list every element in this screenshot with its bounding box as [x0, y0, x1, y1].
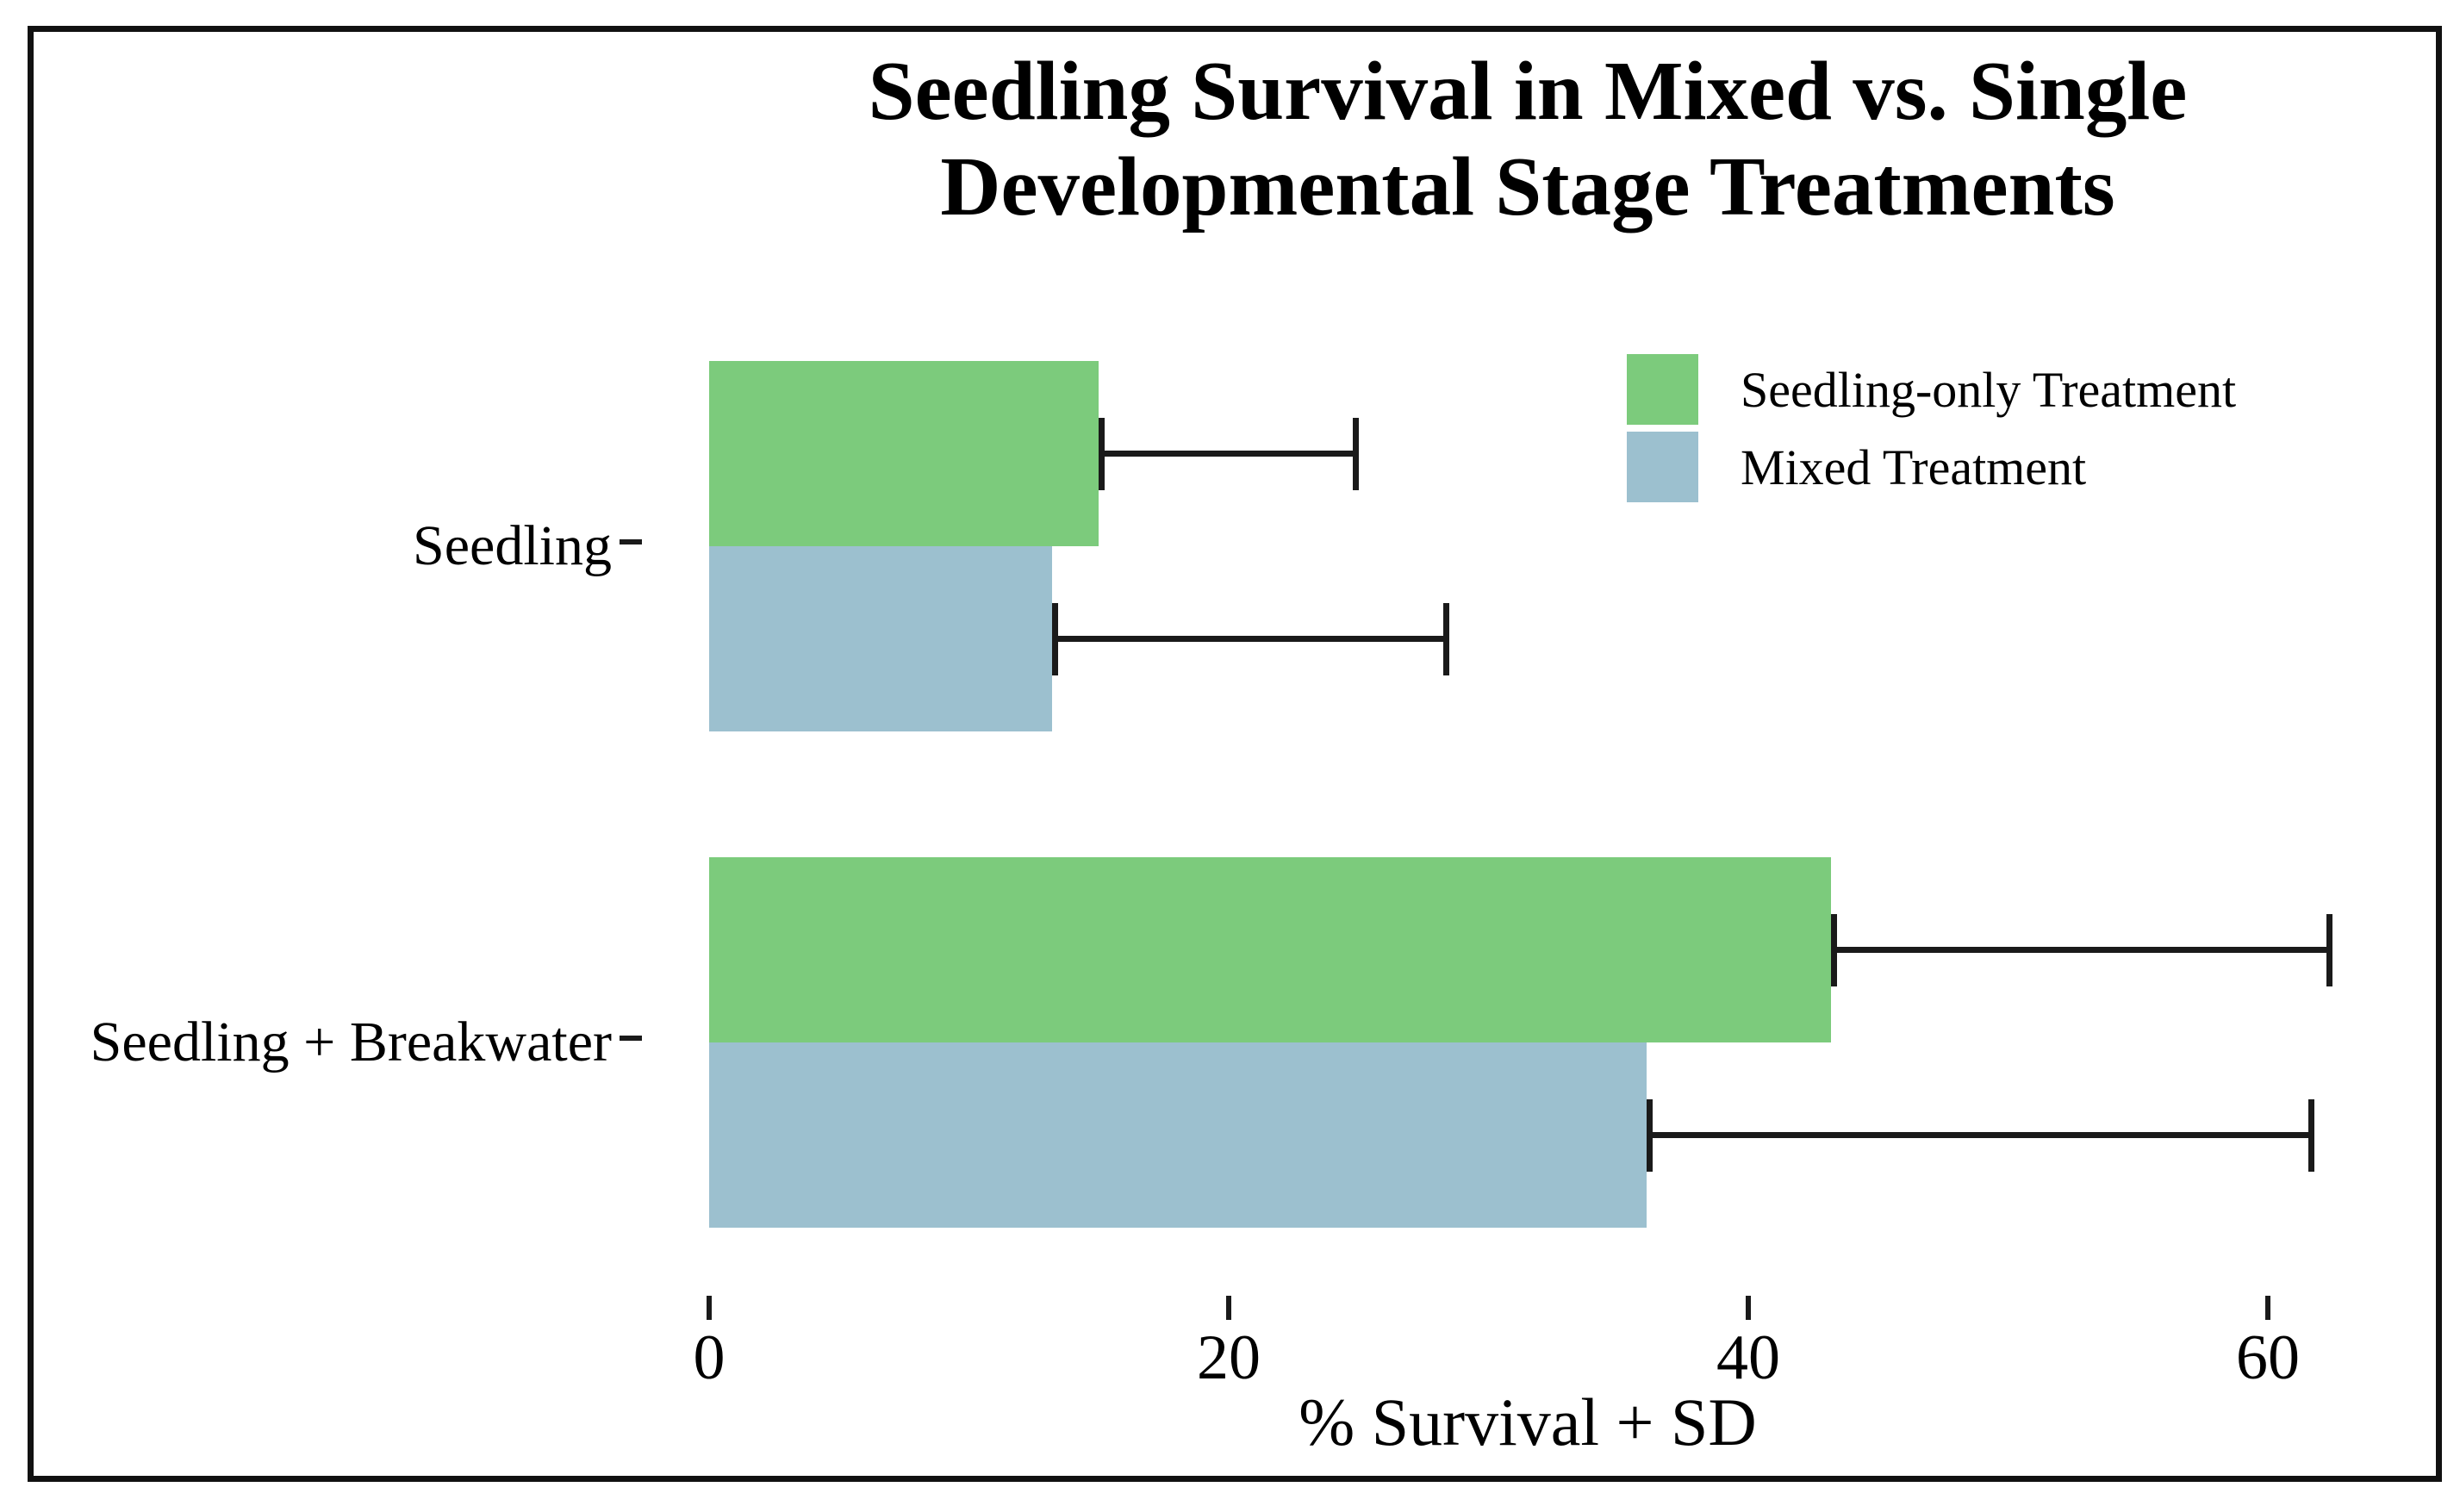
error-bar-cap-right — [1352, 417, 1359, 490]
x-axis-tick — [1226, 1296, 1231, 1320]
legend-swatch-seedling-only — [1627, 354, 1698, 425]
x-axis-title: % Survival + SD — [1299, 1384, 1757, 1459]
error-bar-cap-left — [1831, 913, 1838, 986]
bar-seedling-only — [709, 361, 1099, 546]
error-bar-line — [1099, 451, 1359, 457]
y-axis-tick — [620, 539, 642, 544]
x-axis-tick — [2265, 1296, 2270, 1320]
y-axis-tick — [620, 1036, 642, 1041]
bar-mixed — [709, 546, 1052, 731]
legend-item-mixed: Mixed Treatment — [1627, 432, 2236, 502]
x-axis-tick — [707, 1296, 712, 1320]
x-axis-tick — [1746, 1296, 1751, 1320]
chart-title-line1: Seedling Survival in Mixed vs. Single — [868, 45, 2188, 137]
bar-seedling-only — [709, 857, 1832, 1042]
legend-item-seedling-only: Seedling-only Treatment — [1627, 354, 2236, 425]
legend: Seedling-only Treatment Mixed Treatment — [1627, 354, 2236, 502]
x-tick-label: 60 — [2236, 1322, 2300, 1393]
error-bar-cap-left — [1647, 1098, 1653, 1172]
error-bar-cap-right — [2326, 913, 2333, 986]
chart-title: Seedling Survival in Mixed vs. Single De… — [709, 43, 2346, 234]
error-bar-cap-left — [1099, 417, 1105, 490]
error-bar-cap-right — [2308, 1098, 2315, 1172]
figure-border — [28, 26, 2442, 1482]
bar-mixed — [709, 1042, 1647, 1228]
category-label: Seedling + Breakwater — [90, 1011, 612, 1073]
legend-swatch-mixed — [1627, 432, 1698, 502]
error-bar-line — [1831, 947, 2333, 953]
x-tick-label: 20 — [1197, 1322, 1261, 1393]
chart-title-line2: Developmental Stage Treatments — [940, 140, 2115, 233]
category-label: Seedling — [413, 514, 612, 577]
error-bar-line — [1647, 1132, 2315, 1138]
x-tick-label: 0 — [693, 1322, 726, 1393]
legend-label-mixed: Mixed Treatment — [1741, 439, 2087, 495]
error-bar-cap-right — [1443, 602, 1450, 675]
x-tick-label: 40 — [1716, 1322, 1780, 1393]
error-bar-cap-left — [1051, 602, 1058, 675]
legend-label-seedling-only: Seedling-only Treatment — [1741, 361, 2237, 418]
error-bar-line — [1051, 636, 1450, 642]
